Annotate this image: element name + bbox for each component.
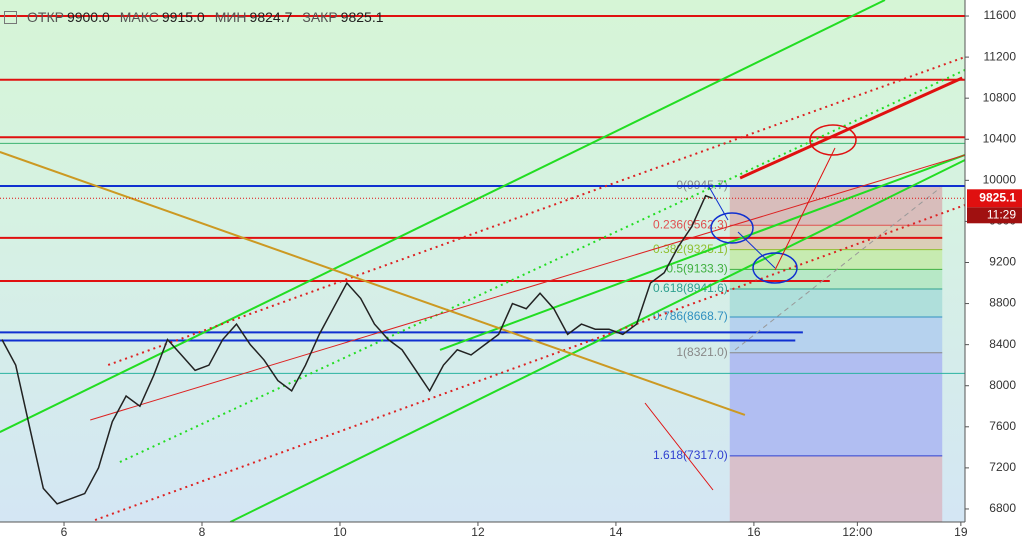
- fib-label: 0.236(9562.3): [653, 217, 728, 231]
- ohlc-item: ОТКР 9900.0: [27, 9, 110, 25]
- trend-line: [0, 0, 886, 433]
- ellipse: [809, 124, 857, 156]
- price-line: [1, 194, 713, 505]
- price-badge: [967, 189, 1022, 208]
- fib-label: 1.618(7317.0): [653, 448, 728, 462]
- x-tick-label: 16: [747, 525, 761, 539]
- y-tick-label: 7600: [989, 419, 1016, 433]
- y-tick-label: 10000: [983, 173, 1017, 187]
- x-tick-label: 10: [333, 525, 347, 539]
- trend-line: [739, 76, 963, 180]
- ohlc-item: МИН 9824.7: [215, 9, 293, 25]
- annotations: [644, 124, 941, 491]
- ohlc-value: 9825.1: [340, 9, 384, 25]
- x-tick-label: 12: [471, 525, 485, 539]
- x-axis-area: [0, 522, 965, 539]
- fib-label: 0.5(9133.3): [666, 262, 727, 276]
- ohlc-label: ОТКР: [27, 9, 64, 25]
- ohlc-value: 9824.7: [249, 9, 293, 25]
- y-tick-label: 8800: [989, 296, 1016, 310]
- y-tick-label: 8000: [989, 378, 1016, 392]
- x-tick-label: 14: [609, 525, 623, 539]
- fib-label: 1(8321.0): [676, 345, 727, 359]
- y-tick-label: 8400: [989, 337, 1016, 351]
- ohlc-value: 9900.0: [66, 9, 110, 25]
- fib-zone: [729, 289, 943, 318]
- trend-line: [229, 159, 966, 523]
- trend-line: [439, 154, 966, 351]
- arrow: [774, 147, 836, 271]
- ellipse: [752, 252, 798, 284]
- arrow: [707, 184, 729, 221]
- trend-line: [107, 56, 966, 366]
- ohlc-item: ЗАКР 9825.1: [302, 9, 383, 25]
- dashed-line: [734, 187, 941, 351]
- fib-label: 0.618(8941.6): [653, 281, 728, 295]
- fib-label: 0.382(9325.1): [653, 242, 728, 256]
- arrow: [644, 402, 714, 491]
- x-tick-label: 8: [199, 525, 206, 539]
- ohlc-header: ОТКР 9900.0 МАКС 9915.0 МИН 9824.7 ЗАКР 9825.1: [4, 9, 384, 25]
- y-tick-label: 10800: [983, 90, 1017, 104]
- y-tick-label: 6800: [989, 501, 1016, 515]
- ohlc-label: МИН: [214, 9, 247, 25]
- time-badge: [967, 207, 1022, 224]
- arrow: [737, 231, 776, 269]
- y-tick-label: 11200: [984, 49, 1017, 63]
- ohlc-label: ЗАКР: [302, 9, 338, 25]
- trend-line: [94, 204, 966, 521]
- x-tick-label: 6: [61, 525, 68, 539]
- time-badge-label: 11:29: [987, 207, 1016, 221]
- y-axis-area: [965, 0, 1022, 539]
- trend-line: [90, 154, 966, 421]
- fib-zone: [729, 352, 943, 456]
- ohlc-label: МАКС: [119, 9, 159, 25]
- x-tick-label: 12:00: [842, 525, 872, 539]
- fib-label: 0.786(8668.7): [653, 309, 728, 323]
- fib-zone: [729, 317, 943, 353]
- y-tick-label: 7200: [989, 460, 1016, 474]
- trend-line: [0, 151, 746, 416]
- x-tick-label: 19: [954, 525, 968, 539]
- ellipse: [710, 212, 754, 244]
- y-tick-label: 10400: [983, 131, 1017, 145]
- ohlc-value: 9915.0: [161, 9, 205, 25]
- fib-zone: [729, 185, 943, 226]
- ohlc-item: МАКС 9915.0: [120, 9, 205, 25]
- icon: [4, 10, 17, 24]
- fib-zone: [729, 455, 943, 522]
- price-badge-label: 9825.1: [979, 190, 1016, 204]
- fib-zone: [729, 269, 943, 290]
- y-tick-label: 11600: [984, 8, 1017, 22]
- y-tick-label: 9200: [989, 255, 1016, 269]
